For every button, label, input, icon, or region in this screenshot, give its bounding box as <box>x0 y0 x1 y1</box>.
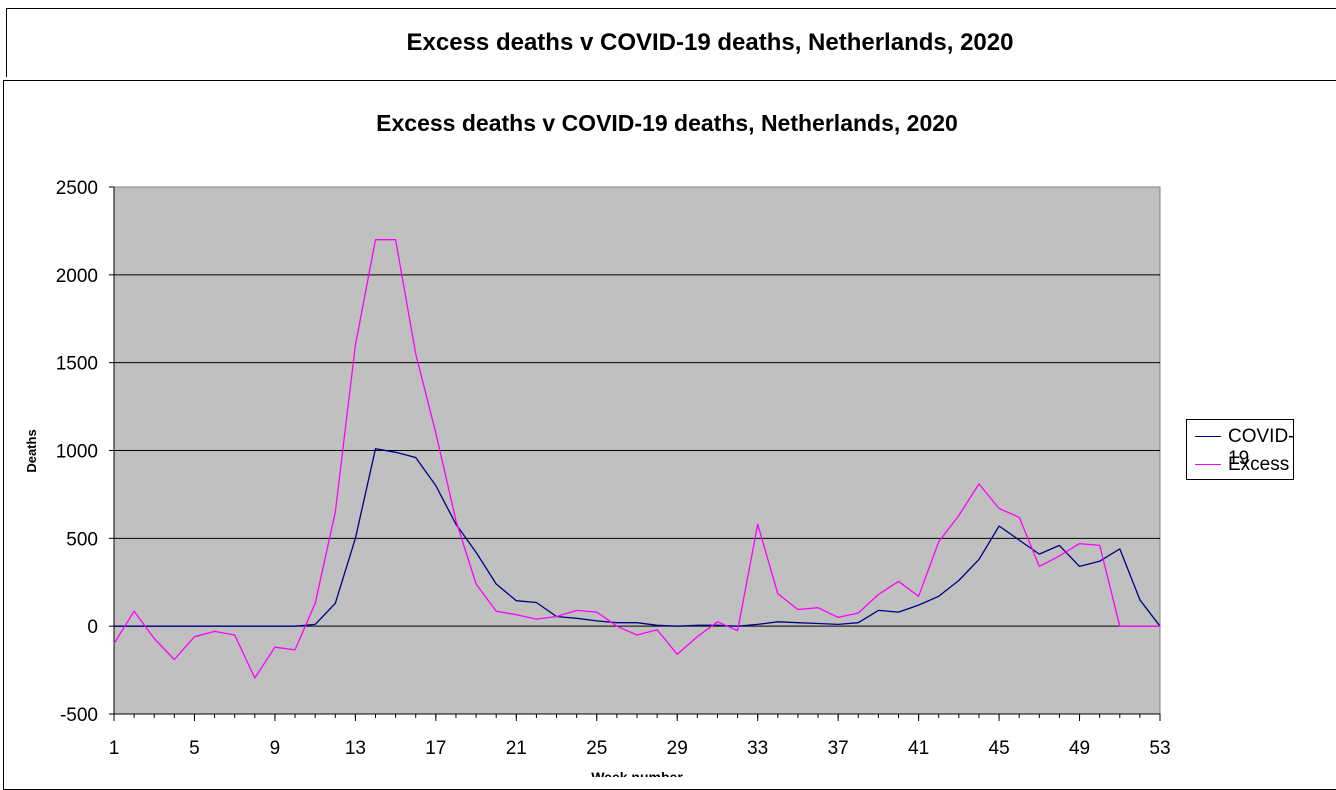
x-tick-label: 17 <box>425 738 446 759</box>
legend-label-excess: Excess <box>1228 454 1290 475</box>
legend-swatch-excess <box>1195 464 1221 465</box>
y-tick-label: -500 <box>60 705 98 726</box>
x-tick-label: 21 <box>506 738 527 759</box>
x-tick-label: 5 <box>189 738 200 759</box>
y-tick-label: 2500 <box>56 178 98 199</box>
y-axis-label: Deaths <box>24 429 39 472</box>
series-line-excess <box>113 239 1160 679</box>
sheet-title: Excess deaths v COVID-19 deaths, Netherl… <box>406 29 1014 56</box>
x-tick-label: 41 <box>908 738 929 759</box>
x-tick-label: 33 <box>747 738 768 759</box>
legend: COVID-19 Excess <box>1186 419 1295 480</box>
x-tick-label: 29 <box>667 738 688 759</box>
y-tick-label: 0 <box>87 617 98 638</box>
y-tick-label: 2000 <box>56 266 98 287</box>
x-tick-label: 25 <box>586 738 607 759</box>
x-tick-label: 53 <box>1149 738 1170 759</box>
x-tick-label: 13 <box>345 738 366 759</box>
x-tick-label: 37 <box>828 738 849 759</box>
legend-item-excess: Excess <box>1193 454 1293 476</box>
x-tick-label: 45 <box>989 738 1010 759</box>
x-tick-label: 9 <box>270 738 281 759</box>
sheet-title-cell[interactable] <box>6 8 1336 77</box>
legend-item-covid: COVID-19 <box>1193 426 1295 469</box>
x-tick-label: 1 <box>109 738 120 759</box>
legend-label-covid: COVID-19 <box>1228 426 1295 469</box>
y-tick-label: 1000 <box>56 442 98 463</box>
x-tick-label: 49 <box>1069 738 1090 759</box>
chart-title: Excess deaths v COVID-19 deaths, Netherl… <box>376 110 958 136</box>
series-line-covid-19 <box>114 448 1161 627</box>
y-tick-label: 500 <box>66 529 98 550</box>
legend-swatch-covid <box>1195 436 1221 437</box>
y-tick-label: 1500 <box>56 354 98 375</box>
x-axis-label: Week number <box>591 769 683 777</box>
